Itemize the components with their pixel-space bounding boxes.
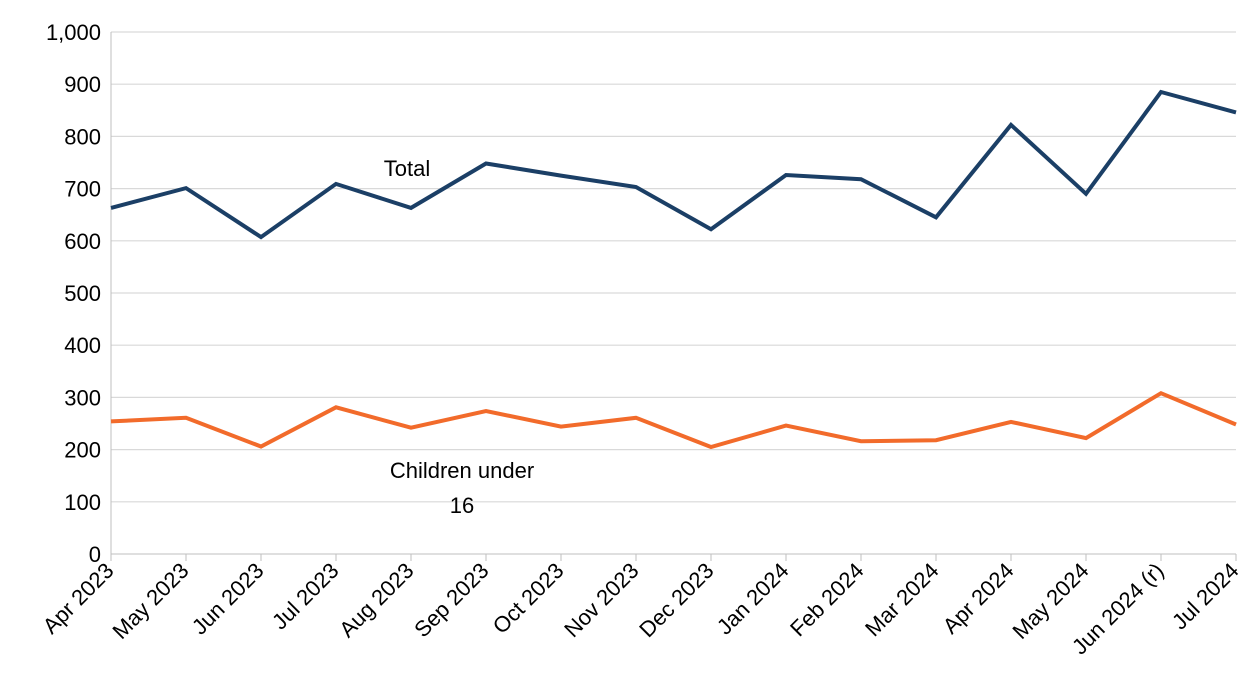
y-tick-label: 1,000 [46,20,101,45]
y-tick-label: 400 [64,333,101,358]
y-tick-label: 200 [64,438,101,463]
x-tick-label: Dec 2023 [634,558,718,642]
x-tick-label: Jun 2023 [187,558,269,640]
annotation-children-line1: Children under [390,458,534,483]
x-tick-label: Mar 2024 [860,558,943,641]
x-tick-label: Jul 2024 [1167,558,1238,635]
y-tick-label: 300 [64,385,101,410]
gridlines [111,31,1236,503]
y-tick-label: 800 [64,124,101,149]
x-tick-label: Sep 2023 [409,558,493,642]
y-tick-label: 600 [64,229,101,254]
series-line-children-under-16 [110,390,1237,450]
annotation-total: Total [384,156,430,181]
x-tick-label: Oct 2023 [488,558,569,639]
y-tick-label: 700 [64,177,101,202]
y-tick-label: 900 [64,72,101,97]
x-tick-label: Jul 2023 [267,558,344,635]
annotation-children-line2: 16 [450,493,474,518]
x-tick-label: Apr 2024 [938,558,1019,639]
y-tick-label: 500 [64,281,101,306]
series-lines [110,89,1237,450]
x-tick-label: Aug 2023 [334,558,418,642]
y-axis-ticks: 0 100 200 300 400 500 600 700 800 900 1,000 [46,20,101,567]
series-line-total [110,89,1237,240]
y-tick-label: 100 [64,490,101,515]
x-tick-label: Nov 2023 [559,558,643,642]
x-tick-label: Apr 2023 [38,558,119,639]
x-tick-label: Jan 2024 [712,558,794,640]
x-tick-label: May 2023 [108,558,194,644]
x-tick-label: Feb 2024 [785,558,868,641]
y-tick-label: 0 [89,542,101,567]
